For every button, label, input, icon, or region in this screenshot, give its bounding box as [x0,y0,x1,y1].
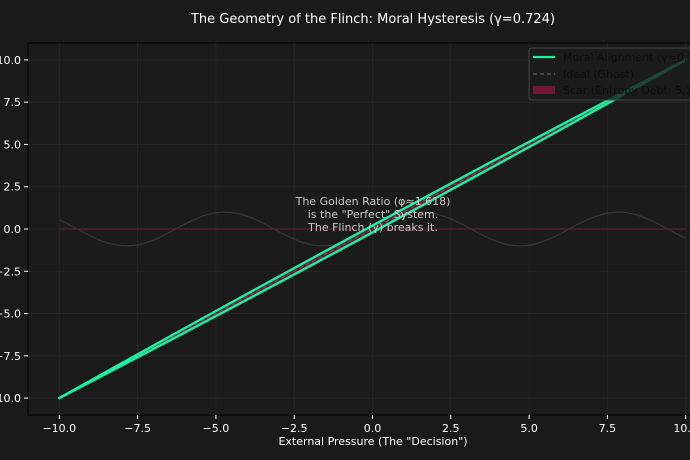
y-tick-label: 0.0 [4,223,22,236]
annotation-line-3: The Flinch (γ) breaks it. [307,221,438,234]
legend-box [528,47,690,101]
plot-marks [58,58,687,400]
annotation-line-1: The Golden Ratio (φ≈1.618) [295,195,451,208]
moral-alignment-forward-line [58,58,687,400]
legend-label-scar: Scar (Entropy Debt: 5.1 [563,84,690,97]
x-tick-label: −5.0 [203,422,230,435]
x-tick-label: −7.5 [124,422,151,435]
x-tick-label: 2.5 [442,422,460,435]
y-tick-label: −7.5 [0,350,21,363]
annotation: The Golden Ratio (φ≈1.618) is the "Perfe… [295,195,451,234]
x-tick-label: −2.5 [281,422,308,435]
y-tick-label: 10.0 [0,54,21,67]
y-tick-label: −5.0 [0,308,21,321]
y-tick-label: 7.5 [4,96,22,109]
legend-label-moral-alignment: Moral Alignment (γ=0.7 [563,51,690,64]
legend: Moral Alignment (γ=0.7 Ideal (Ghost) Sca… [528,47,690,101]
legend-swatch-scar [533,86,555,94]
y-axis: 10.0 7.5 5.0 2.5 0.0 −2.5 −5.0 −7.5 −10.0 [0,54,28,405]
y-tick-label: −10.0 [0,392,21,405]
moral-alignment-return-line [58,58,687,400]
legend-label-ideal: Ideal (Ghost) [563,68,634,81]
x-tick-label: −10.0 [42,422,76,435]
y-tick-label: 5.0 [4,138,22,151]
x-tick-label: 10.0 [673,422,690,435]
ghost-wave-line [59,211,686,247]
x-tick-label: 7.5 [599,422,617,435]
chart-title: The Geometry of the Flinch: Moral Hyster… [190,12,555,27]
x-axis-label: External Pressure (The "Decision") [278,435,467,448]
annotation-line-2: is the "Perfect" System. [308,208,439,221]
x-tick-label: 0.0 [364,422,382,435]
y-tick-label: −2.5 [0,265,21,278]
x-axis: −10.0 −7.5 −5.0 −2.5 0.0 2.5 5.0 7.5 10.0 [42,415,690,435]
y-tick-label: 2.5 [4,181,22,194]
x-tick-label: 5.0 [520,422,538,435]
